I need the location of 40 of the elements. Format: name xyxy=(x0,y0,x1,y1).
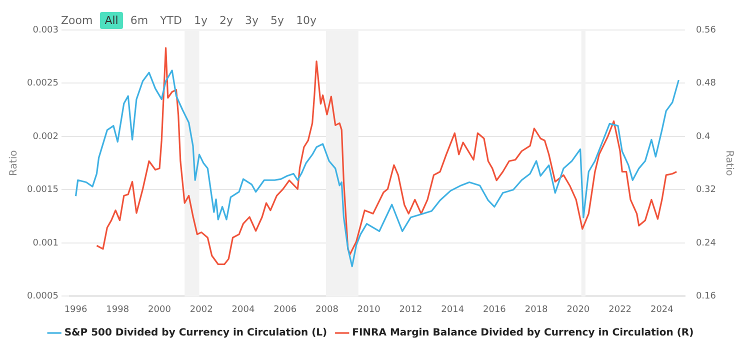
x-tick-label: 2006 xyxy=(274,304,297,315)
x-tick-label: 2020 xyxy=(566,304,590,315)
x-tick-label: 2004 xyxy=(232,304,255,315)
y2-tick-label: 0.56 xyxy=(696,25,716,36)
text: 5y xyxy=(270,13,286,29)
text: All xyxy=(100,12,124,29)
x-tick-label: 2010 xyxy=(357,304,381,315)
y-tick-label: 0.0005 xyxy=(26,292,58,302)
y2-axis-title: Ratio xyxy=(723,150,734,176)
y2-tick-label: 0.32 xyxy=(696,185,716,196)
x-tick-label: 2018 xyxy=(524,304,548,315)
x-tick-label: 2012 xyxy=(399,304,422,315)
y-tick-label: 0.002 xyxy=(32,132,58,142)
legend-label: FINRA Margin Balance Divided by Currency in Circulation (R) xyxy=(352,328,694,339)
text: 1y xyxy=(193,13,209,29)
x-tick-label: 2022 xyxy=(608,304,632,315)
y2-tick-label: 0.4 xyxy=(696,132,711,142)
text: 3y xyxy=(244,13,260,29)
text: Zoom xyxy=(61,14,93,27)
x-tick-label: 2000 xyxy=(148,304,172,315)
x-tick-label: 1996 xyxy=(64,304,88,315)
x-tick-label: 2014 xyxy=(441,304,464,315)
y2-tick-label: 0.24 xyxy=(696,238,716,248)
y-tick-label: 0.0015 xyxy=(26,185,58,196)
text: YTD xyxy=(159,13,183,29)
legend-label: S&P 500 Divided by Currency in Circulation (L) xyxy=(64,328,328,339)
y-tick-label: 0.003 xyxy=(32,25,58,36)
text: 2y xyxy=(218,13,234,29)
x-tick-label: 2002 xyxy=(190,304,213,315)
x-tick-label: 2024 xyxy=(650,304,674,315)
x-tick-label: 1998 xyxy=(106,304,130,315)
y-tick-label: 0.0025 xyxy=(26,78,58,89)
y2-tick-label: 0.48 xyxy=(696,78,716,89)
text: 6m xyxy=(129,13,150,29)
y2-tick-label: 0.16 xyxy=(696,292,716,302)
y-tick-label: 0.001 xyxy=(32,238,58,248)
text: 10y xyxy=(295,13,318,29)
x-tick-label: 2016 xyxy=(483,304,506,315)
y-axis-title: Ratio xyxy=(8,150,20,176)
x-tick-label: 2008 xyxy=(316,304,339,315)
